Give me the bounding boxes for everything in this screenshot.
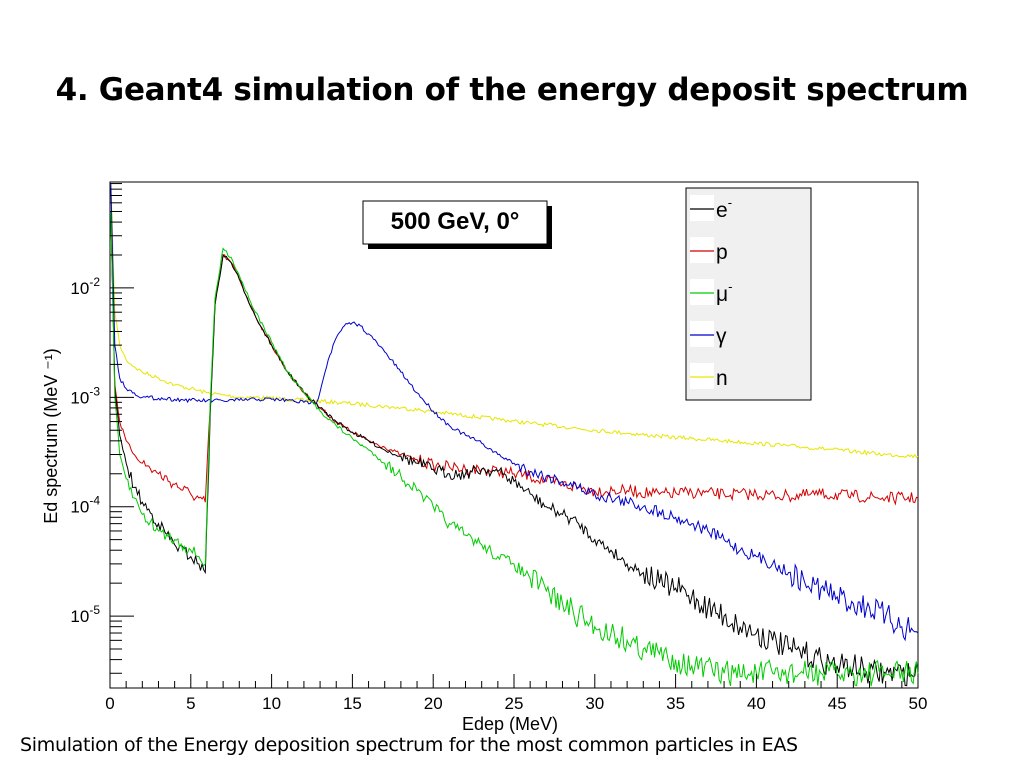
series-line-4: [110, 183, 919, 459]
y-tick-label: 10-5: [70, 603, 100, 626]
x-tick-label: 5: [186, 694, 195, 713]
legend-swatch-bg: [690, 321, 714, 347]
x-tick-label: 10: [262, 694, 281, 713]
x-tick-label: 45: [828, 694, 847, 713]
legend-label: γ: [716, 325, 727, 348]
x-tick-label: 35: [666, 694, 685, 713]
legend-label: n: [716, 367, 728, 390]
x-axis-label: Edep (MeV): [462, 714, 558, 734]
legend-items: e-p μ-γn: [690, 195, 732, 390]
legend-label: e-: [716, 195, 732, 222]
series-line-3: [110, 183, 919, 642]
legend: e-p μ-γn: [685, 187, 812, 401]
series-line-0: [110, 211, 919, 687]
annotation-text: 500 GeV, 0°: [391, 208, 520, 235]
legend-swatch-bg: [690, 363, 714, 389]
slide-title: 4. Geant4 simulation of the energy depos…: [55, 72, 969, 108]
x-tick-label: 0: [105, 694, 114, 713]
x-tick-label: 30: [585, 694, 604, 713]
series-line-2: [110, 211, 919, 687]
annotation-box: 500 GeV, 0°: [362, 200, 552, 249]
y-tick-label: 10-3: [70, 384, 100, 407]
x-tick-label: 15: [343, 694, 362, 713]
slide-caption: Simulation of the Energy deposition spec…: [20, 734, 798, 756]
y-tick-label: 10-2: [70, 275, 100, 298]
legend-swatch-bg: [690, 237, 714, 263]
legend-swatch-bg: [690, 279, 714, 305]
legend-label: p: [716, 241, 728, 264]
y-tick-label: 10-4: [70, 494, 100, 517]
axes-layer: 0 5 10 15 20 25 30 35 40 45 50 10-2 10-3 10-4 10-5: [70, 183, 928, 713]
legend-swatch-bg: [690, 195, 714, 221]
series-layer: [110, 183, 919, 687]
y-axis-label: Ed spectrum (MeV ⁻¹): [41, 348, 61, 524]
x-tick-label: 40: [747, 694, 766, 713]
x-tick-label: 20: [424, 694, 443, 713]
legend-label: μ-: [716, 279, 732, 306]
x-tick-label: 50: [909, 694, 928, 713]
annotation-frame: [362, 200, 548, 245]
x-tick-label: 25: [505, 694, 524, 713]
